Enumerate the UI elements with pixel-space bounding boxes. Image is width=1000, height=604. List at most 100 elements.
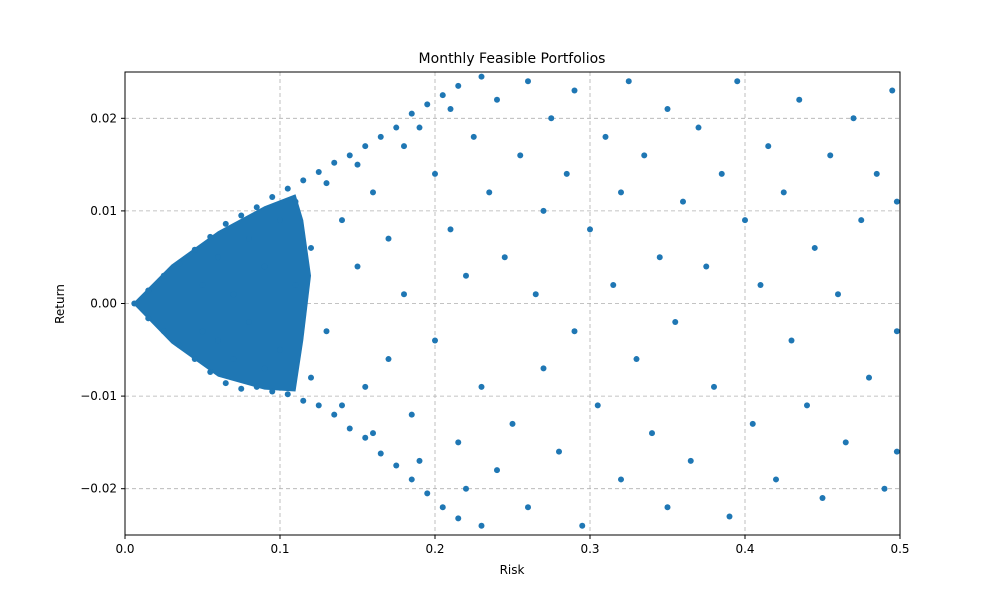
scatter-point: [718, 170, 725, 177]
scatter-point: [370, 430, 376, 437]
scatter-point: [494, 467, 500, 474]
scatter-point: [408, 476, 415, 483]
scatter-point: [602, 133, 609, 140]
scatter-point: [571, 87, 578, 94]
scatter-point: [315, 402, 322, 409]
scatter-point: [377, 450, 384, 457]
scatter-point: [362, 383, 369, 390]
scatter-point: [858, 217, 865, 224]
scatter-point: [447, 226, 454, 233]
scatter-point: [277, 346, 283, 353]
scatter-point: [269, 194, 276, 201]
scatter-point: [439, 92, 446, 99]
scatter-point: [532, 291, 539, 298]
scatter-point: [277, 217, 283, 224]
scatter-point: [757, 281, 764, 288]
scatter-points: [131, 73, 900, 529]
scatter-point: [726, 513, 733, 520]
scatter-point: [215, 337, 221, 344]
x-tick-label: 0.4: [735, 542, 754, 556]
scatter-point: [246, 235, 252, 242]
scatter-point: [362, 143, 369, 150]
x-axis-label: Risk: [500, 563, 525, 577]
scatter-point: [308, 244, 314, 251]
dense-point-region: [132, 194, 311, 392]
scatter-point: [509, 420, 516, 427]
scatter-point: [176, 342, 183, 349]
scatter-point: [323, 328, 330, 335]
scatter-point: [346, 425, 353, 432]
scatter-point: [873, 170, 880, 177]
x-tick-label: 0.3: [580, 542, 599, 556]
scatter-point: [893, 328, 900, 335]
scatter-point: [610, 281, 617, 288]
scatter-point: [881, 485, 888, 492]
scatter-point: [284, 185, 291, 192]
scatter-point: [656, 254, 663, 261]
scatter-point: [587, 226, 593, 233]
scatter-point: [199, 281, 206, 288]
scatter-point: [230, 356, 237, 363]
scatter-point: [463, 485, 469, 492]
scatter-point: [160, 272, 167, 279]
scatter-point: [215, 254, 221, 261]
scatter-point: [385, 235, 392, 242]
scatter-point: [432, 337, 438, 344]
chart-title: Monthly Feasible Portfolios: [419, 51, 606, 67]
scatter-point: [463, 272, 469, 279]
y-axis-label: Return: [53, 284, 67, 324]
scatter-point: [494, 96, 500, 103]
scatter-point: [804, 402, 810, 409]
scatter-point: [191, 356, 198, 363]
scatter-point: [199, 328, 206, 335]
scatter-point: [354, 161, 361, 168]
scatter-point: [300, 397, 307, 404]
scatter-point: [556, 448, 562, 455]
scatter-point: [866, 374, 872, 381]
scatter-point: [261, 365, 268, 372]
scatter-point: [292, 198, 299, 205]
scatter-point: [393, 462, 400, 469]
scatter-point: [633, 356, 640, 363]
scatter-point: [432, 170, 438, 177]
scatter-point: [393, 124, 400, 131]
x-tick-label: 0.0: [115, 542, 134, 556]
scatter-point: [765, 143, 772, 150]
scatter-point: [300, 177, 307, 184]
scatter-point: [339, 217, 345, 224]
scatter-point: [780, 189, 787, 196]
scatter-point: [594, 402, 601, 409]
scatter-point: [331, 159, 338, 166]
scatter-point: [269, 388, 276, 395]
scatter-point: [222, 220, 229, 227]
scatter-point: [540, 365, 547, 372]
scatter-point: [455, 439, 462, 446]
scatter-point: [377, 133, 384, 140]
y-tick-label: −0.02: [80, 482, 117, 496]
scatter-point: [501, 254, 508, 261]
scatter-point: [339, 402, 345, 409]
scatter-point: [819, 494, 826, 501]
scatter-point: [238, 212, 245, 219]
scatter-point: [362, 434, 369, 441]
scatter-point: [850, 115, 857, 122]
scatter-point: [664, 504, 671, 511]
scatter-point: [618, 476, 624, 483]
scatter-point: [145, 287, 152, 294]
scatter-point: [401, 291, 407, 298]
x-tick-label: 0.1: [270, 542, 289, 556]
scatter-point: [455, 515, 462, 522]
scatter-point: [842, 439, 849, 446]
scatter-point: [176, 260, 183, 267]
scatter-point: [145, 315, 152, 322]
scatter-point: [238, 385, 245, 392]
scatter-point: [478, 383, 485, 390]
scatter-point: [385, 356, 392, 363]
scatter-point: [649, 430, 655, 437]
scatter-point: [416, 124, 423, 131]
scatter-point: [424, 490, 431, 497]
scatter-point: [408, 411, 415, 418]
y-tick-label: −0.01: [80, 389, 117, 403]
